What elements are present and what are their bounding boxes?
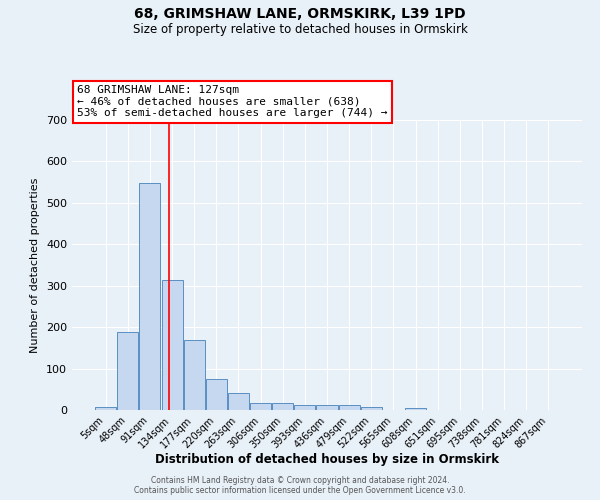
Text: Contains HM Land Registry data © Crown copyright and database right 2024.: Contains HM Land Registry data © Crown c… — [151, 476, 449, 485]
Bar — [228, 394, 249, 410]
Bar — [361, 406, 382, 410]
Bar — [95, 406, 116, 410]
Text: Size of property relative to detached houses in Ormskirk: Size of property relative to detached ho… — [133, 22, 467, 36]
Y-axis label: Number of detached properties: Number of detached properties — [31, 178, 40, 352]
Bar — [295, 405, 316, 410]
Bar — [272, 402, 293, 410]
Bar — [338, 405, 359, 410]
Text: 68, GRIMSHAW LANE, ORMSKIRK, L39 1PD: 68, GRIMSHAW LANE, ORMSKIRK, L39 1PD — [134, 8, 466, 22]
Text: Contains public sector information licensed under the Open Government Licence v3: Contains public sector information licen… — [134, 486, 466, 495]
Bar — [206, 379, 227, 410]
Bar — [316, 405, 338, 410]
Bar — [161, 280, 182, 410]
Bar — [250, 402, 271, 410]
Text: 68 GRIMSHAW LANE: 127sqm
← 46% of detached houses are smaller (638)
53% of semi-: 68 GRIMSHAW LANE: 127sqm ← 46% of detach… — [77, 85, 388, 118]
Bar — [184, 340, 205, 410]
Bar — [139, 183, 160, 410]
Text: Distribution of detached houses by size in Ormskirk: Distribution of detached houses by size … — [155, 452, 499, 466]
Bar — [118, 332, 139, 410]
Bar — [405, 408, 426, 410]
